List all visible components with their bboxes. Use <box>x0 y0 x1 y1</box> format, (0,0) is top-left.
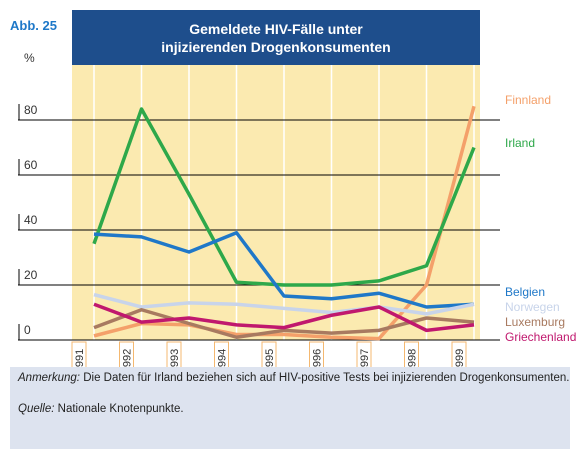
note: Anmerkung: Die Daten für Irland beziehen… <box>18 372 581 384</box>
y-tick-label: 0 <box>24 323 31 337</box>
figure-label: Abb. 25 <box>10 18 57 33</box>
series-line <box>93 292 475 316</box>
y-tick-label: 80 <box>24 103 38 117</box>
source-text: Nationale Knotenpunkte. <box>57 403 184 415</box>
legend-label: Belgien <box>505 285 545 299</box>
legend-label: Irland <box>505 136 535 150</box>
y-tick-label: 40 <box>24 213 38 227</box>
y-axis-label: % <box>24 51 35 65</box>
series-line <box>93 231 475 309</box>
chart-title: Gemeldete HIV-Fälle unter injizierenden … <box>161 20 391 55</box>
source-label: Quelle: <box>18 403 55 415</box>
y-tick-label: 20 <box>24 268 38 282</box>
legend-label: Finnland <box>505 93 551 107</box>
legend-label: Luxemburg <box>505 315 565 329</box>
note-text: Die Daten für Irland beziehen sich auf H… <box>83 372 570 384</box>
legend-label: Norwegen <box>505 300 560 314</box>
note-label: Anmerkung: <box>18 372 81 384</box>
y-tick-label: 60 <box>24 158 38 172</box>
footnote-box: Anmerkung: Die Daten für Irland beziehen… <box>10 367 570 449</box>
source: Quelle: Nationale Knotenpunkte. <box>18 403 184 415</box>
plot-area <box>72 65 480 340</box>
legend-label: Griechenland <box>505 330 576 344</box>
series-line <box>92 107 476 287</box>
chart-title-box: Gemeldete HIV-Fälle unter injizierenden … <box>72 10 480 65</box>
series-line <box>93 302 475 333</box>
